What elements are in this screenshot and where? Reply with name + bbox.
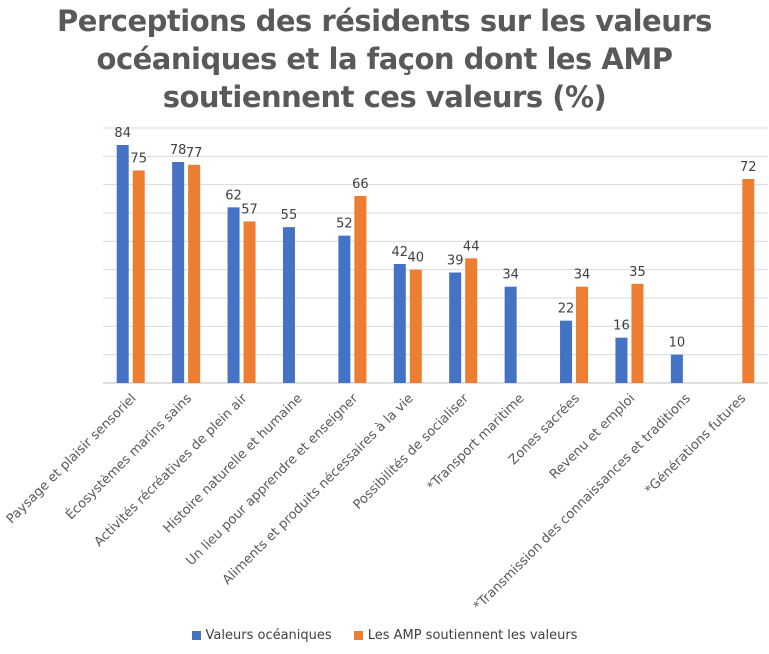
bar-valeurs [393,264,406,383]
bar-amp [576,286,589,383]
bar-amp [243,221,256,383]
bar-amp [742,179,755,383]
data-label: 66 [352,177,369,192]
bar-amp [188,164,201,383]
chart-title: Perceptions des résidents sur les valeur… [0,2,769,116]
bar-valeurs [338,235,351,383]
bar-valeurs [449,272,462,383]
legend: Valeurs océaniques Les AMP soutiennent l… [0,628,769,643]
bar-valeurs [282,227,295,383]
chart-title-line-2: océaniques et la façon dont les AMP [96,42,673,76]
x-tick-label: *Transport maritime [425,391,528,494]
data-label: 39 [447,254,464,269]
data-label: 10 [669,336,686,351]
data-label: 57 [241,203,258,218]
bar-valeurs [116,145,129,383]
legend-item-series-2: Les AMP soutiennent les valeurs [353,628,578,643]
bar-valeurs [560,320,573,383]
legend-label: Les AMP soutiennent les valeurs [367,628,578,643]
bar-valeurs [172,162,185,383]
bar-amp [409,269,422,383]
bar-amp [132,170,145,383]
bar-amp [631,283,644,383]
data-label: 40 [408,251,425,266]
bar-valeurs [615,337,628,383]
data-label: 34 [502,268,519,283]
data-label: 75 [130,152,147,167]
data-label: 52 [336,217,353,232]
chart-title-line-1: Perceptions des résidents sur les valeur… [57,4,712,38]
legend-label: Valeurs océaniques [205,628,332,643]
data-label: 22 [558,302,575,317]
bar-amp [465,258,478,383]
data-label: 72 [740,160,757,175]
data-label: 44 [463,239,480,254]
data-label: 77 [186,146,203,161]
data-label: 84 [114,126,131,141]
chart-title-line-3: soutiennent ces valeurs (%) [162,80,607,114]
bar-amp [354,196,367,383]
x-tick-label: Possibilités de socialiser [351,391,473,513]
data-label: 55 [281,208,298,223]
data-label: 16 [613,319,630,334]
x-tick-label: *Générations futures [642,391,749,498]
data-label: 34 [574,268,591,283]
legend-swatch-orange [353,631,363,640]
legend-swatch-blue [191,631,201,640]
bar-valeurs [227,207,240,383]
data-label: 42 [392,245,409,260]
bar-valeurs [670,354,683,383]
x-tick-label: Aliments et produits nécessaires à la vi… [220,391,417,588]
data-label: 78 [170,143,187,158]
bar-valeurs [504,286,517,383]
legend-item-series-1: Valeurs océaniques [191,628,332,643]
data-label: 62 [225,188,242,203]
data-label: 35 [629,265,646,280]
